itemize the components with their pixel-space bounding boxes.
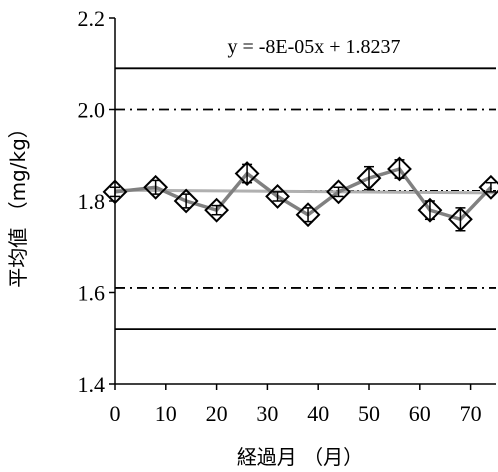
data-point: [204, 197, 230, 223]
y-tick-label: 2.2: [78, 6, 106, 31]
data-point: [356, 165, 382, 191]
x-tick-label: 70: [460, 401, 482, 426]
x-tick-label: 10: [155, 401, 177, 426]
x-tick-label: 40: [307, 401, 329, 426]
data-point: [234, 161, 260, 186]
x-tick-label: 60: [409, 401, 431, 426]
axes: 1.4 1.6 1.8 2.0 2.2 0 10 20 30 40 50 60 70: [78, 6, 496, 426]
trendline-equation: y = -8E-05x + 1.8237: [227, 36, 400, 58]
x-tick-label: 20: [206, 401, 228, 426]
trendline: [114, 188, 497, 195]
data-point: [417, 197, 443, 223]
data-point: [143, 174, 169, 200]
data-point: [478, 174, 498, 200]
y-axis-title: 平均値 （mg/kg）: [6, 118, 30, 288]
y-tick-label: 1.4: [78, 372, 106, 397]
data-point: [265, 184, 290, 209]
x-tick-label: 0: [110, 401, 121, 426]
data-point: [448, 206, 473, 232]
y-tick-label: 2.0: [78, 98, 106, 123]
y-tick-label: 1.8: [78, 189, 106, 214]
data-point: [387, 156, 412, 182]
x-tick-label: 50: [358, 401, 380, 426]
x-tick-label: 30: [256, 401, 278, 426]
trendline-layer: [114, 188, 497, 195]
data-point: [326, 179, 351, 205]
data-point: [173, 188, 199, 214]
x-axis-title: 経過月 （月）: [237, 445, 363, 469]
data-point: [295, 202, 321, 228]
y-tick-label: 1.6: [78, 281, 106, 306]
